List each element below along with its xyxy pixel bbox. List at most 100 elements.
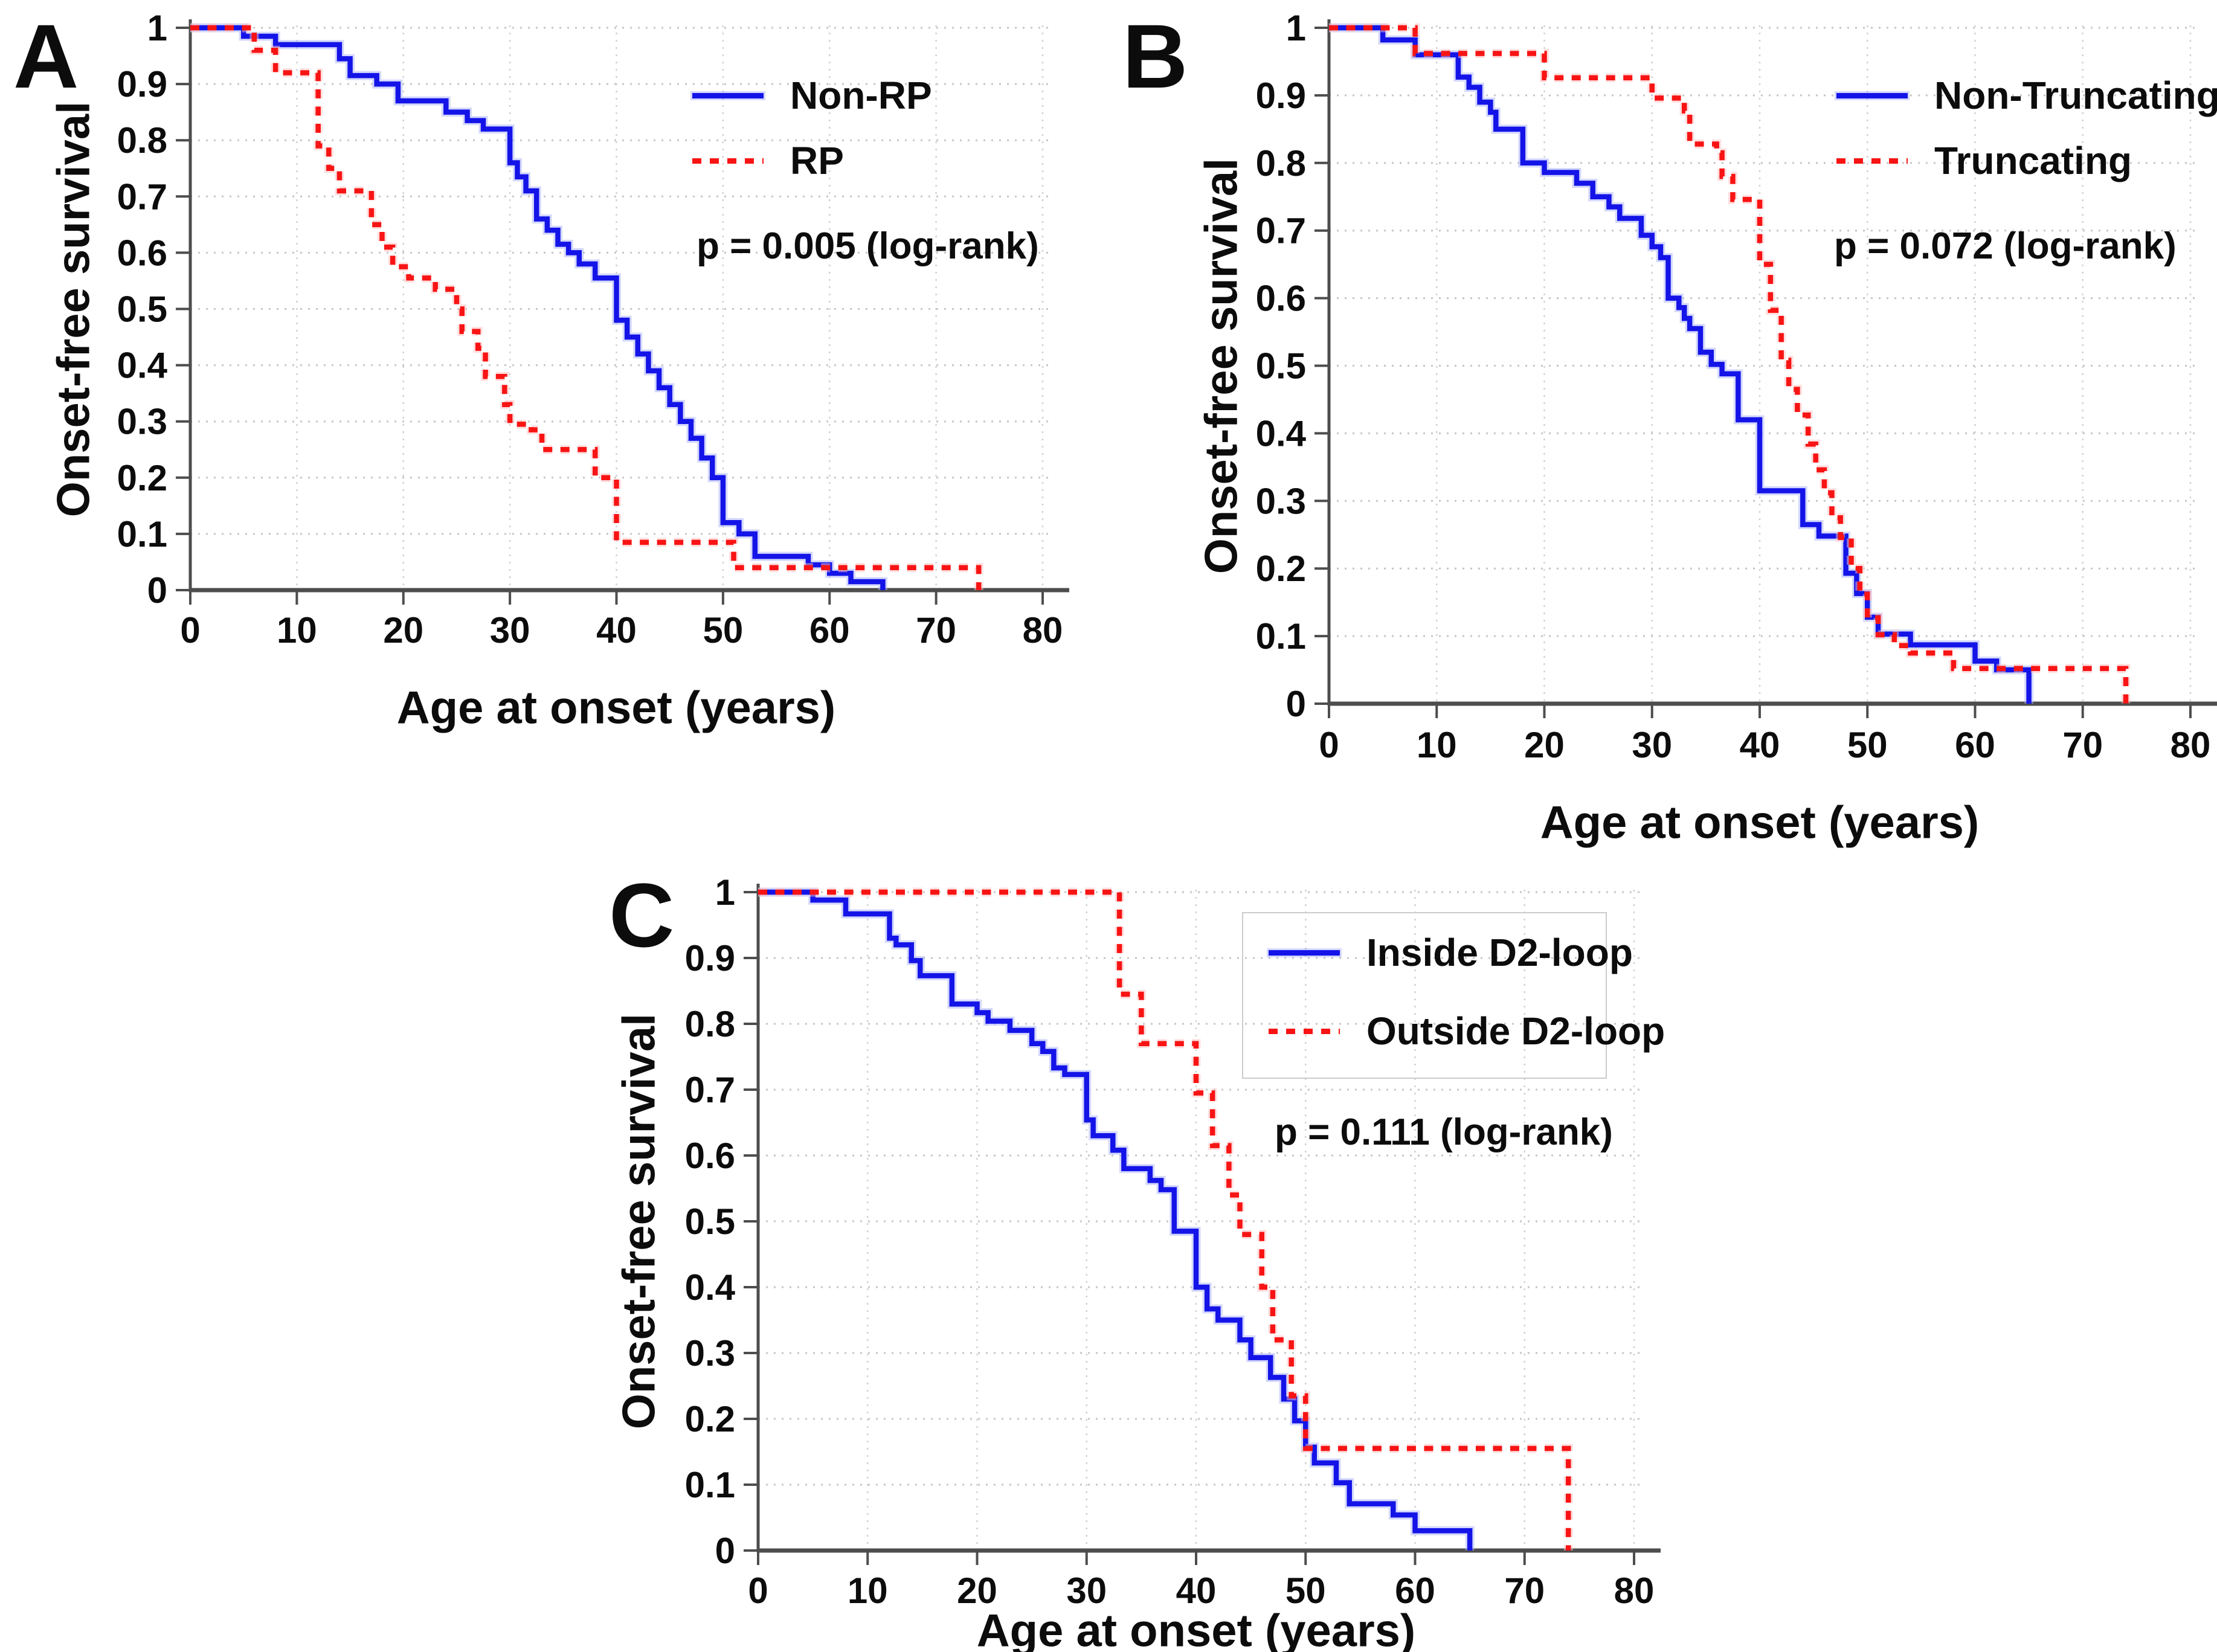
y-tick-label: 1 [1286, 8, 1306, 48]
y-tick-label: 0.7 [1256, 211, 1306, 251]
series-curve-RP [190, 25, 982, 590]
y-tick-label: 1 [147, 8, 167, 48]
x-tick-label: 10 [848, 1570, 888, 1611]
y-tick-label: 0 [1286, 684, 1306, 724]
series-curve-Non-Truncating [1329, 25, 2032, 704]
panel-c-plot: 0 10 20 30 40 50 60 70 80 0 0.1 0.2 0.3 0.4 0.5 0.6 0.7 0… [685, 872, 1661, 1611]
x-tick-label: 60 [1955, 725, 1995, 765]
x-tick-label: 50 [1847, 725, 1888, 765]
y-tick-label: 0.6 [685, 1136, 735, 1176]
y-tick-label: 0.9 [117, 64, 167, 104]
y-axis-title-panel-a: Onset-free survival [48, 101, 100, 518]
x-tick-label: 10 [277, 610, 317, 651]
x-tick-label: 80 [2170, 725, 2211, 765]
series-curve-Truncating [1329, 25, 2129, 704]
series-curve-Non-RP [190, 25, 886, 590]
solid-blue-line-swatch [692, 92, 764, 98]
y-tick-label: 0.8 [1256, 143, 1306, 184]
y-tick-label: 0.8 [685, 1004, 735, 1044]
series-curve-Outside D2-loop [758, 889, 1571, 1551]
y-tick-label: 0.4 [117, 346, 168, 386]
x-tick-label: 20 [957, 1570, 997, 1611]
x-tick-label: 30 [490, 610, 530, 651]
x-tick-label: 0 [1319, 725, 1339, 765]
x-tick-label: 20 [1524, 725, 1565, 765]
x-tick-label: 60 [809, 610, 850, 651]
p-value-panel-a: p = 0.005 (log-rank) [697, 225, 1039, 267]
y-tick-label: 0.1 [1256, 616, 1306, 657]
y-tick-label: 0.2 [685, 1399, 735, 1439]
x-tick-label: 30 [1632, 725, 1672, 765]
y-tick-label: 0.7 [117, 176, 167, 217]
x-tick-label: 40 [1740, 725, 1780, 765]
panel-letter-a: A [13, 5, 80, 107]
y-tick-label: 0.3 [685, 1333, 735, 1374]
y-tick-label: 0.5 [1256, 346, 1306, 387]
y-tick-label: 1 [715, 872, 735, 913]
x-tick-label: 50 [703, 610, 744, 651]
y-tick-label: 0.4 [1256, 413, 1307, 454]
solid-blue-line-swatch [1269, 950, 1340, 956]
y-axis-title-panel-c: Onset-free survival [613, 1013, 665, 1430]
legend-label: Outside D2-loop [1366, 1009, 1665, 1053]
panel-a-plot: 0 10 20 30 40 50 60 70 80 0 0.1 0.2 0.3 0.4 0.5 0.6 0.7 0… [117, 8, 1069, 651]
x-axis-title-panel-c: Age at onset (years) [976, 1605, 1416, 1652]
p-value-panel-b: p = 0.072 (log-rank) [1834, 225, 2177, 267]
y-tick-label: 0.6 [1256, 278, 1306, 319]
y-tick-label: 0.9 [1256, 76, 1306, 116]
y-tick-label: 0 [147, 570, 167, 611]
x-tick-label: 40 [596, 610, 637, 651]
x-tick-label: 80 [1614, 1570, 1655, 1611]
x-axis-title-panel-b: Age at onset (years) [1540, 797, 1980, 849]
x-tick-label: 20 [383, 610, 423, 651]
y-tick-label: 0 [715, 1531, 735, 1571]
x-tick-label: 0 [180, 610, 200, 651]
x-tick-label: 10 [1417, 725, 1457, 765]
p-value-panel-c: p = 0.111 (log-rank) [1275, 1111, 1613, 1153]
y-tick-label: 0.1 [117, 514, 167, 554]
x-tick-label: 40 [1176, 1570, 1217, 1611]
solid-blue-line-swatch [1836, 92, 1908, 98]
y-tick-label: 0.3 [1256, 481, 1306, 521]
legend-item-rp: RP [692, 139, 844, 182]
panel-b-plot: 0 10 20 30 40 50 60 70 80 0 0.1 0.2 0.3 0.4 0.5 0.6 0.7 0… [1256, 8, 2217, 765]
y-tick-label: 0.7 [685, 1070, 735, 1110]
x-tick-label: 70 [1504, 1570, 1545, 1611]
y-axis-title-panel-b: Onset-free survival [1195, 158, 1247, 574]
y-tick-label: 0.1 [685, 1465, 735, 1505]
legend-label: Inside D2-loop [1366, 931, 1633, 974]
y-tick-label: 0.3 [117, 402, 167, 442]
dotted-red-line-swatch [1269, 1028, 1340, 1034]
y-tick-label: 0.2 [1256, 548, 1306, 589]
y-tick-label: 0.5 [117, 289, 167, 330]
x-tick-label: 70 [916, 610, 956, 651]
legend-frame-panel-c [1242, 912, 1607, 1079]
x-tick-label: 50 [1285, 1570, 1326, 1611]
x-tick-label: 60 [1395, 1570, 1435, 1611]
legend-label: Truncating [1934, 139, 2132, 182]
y-tick-label: 0.8 [117, 120, 167, 161]
y-tick-label: 0.5 [685, 1201, 735, 1242]
legend-item-inside-d2-loop: Inside D2-loop [1269, 931, 1633, 974]
panel-letter-b: B [1122, 5, 1189, 107]
legend-item-truncating: Truncating [1836, 139, 2132, 182]
panel-letter-c: C [609, 864, 676, 966]
x-tick-label: 80 [1023, 610, 1063, 651]
legend-item-non-truncating: Non-Truncating [1836, 74, 2217, 117]
y-tick-label: 0.4 [685, 1267, 736, 1308]
x-tick-label: 30 [1066, 1570, 1107, 1611]
series-halo-Non-Truncating [1329, 23, 2034, 704]
y-tick-label: 0.6 [117, 233, 167, 273]
dotted-red-line-swatch [1836, 158, 1908, 164]
dotted-red-line-swatch [692, 158, 764, 164]
y-tick-label: 0.9 [685, 938, 735, 979]
x-axis-title-panel-a: Age at onset (years) [396, 682, 836, 734]
legend-label: Non-RP [790, 74, 932, 117]
x-tick-label: 0 [748, 1570, 768, 1611]
legend-label: RP [790, 139, 844, 182]
legend-label: Non-Truncating [1934, 74, 2217, 117]
legend-item-outside-d2-loop: Outside D2-loop [1269, 1009, 1665, 1053]
y-tick-label: 0.2 [117, 458, 167, 498]
